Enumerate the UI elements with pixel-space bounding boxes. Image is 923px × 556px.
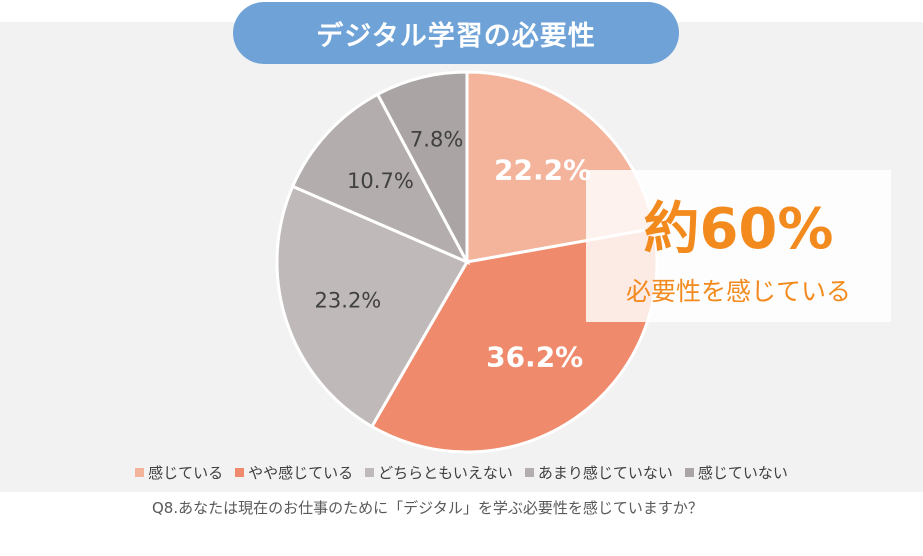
slice-label-3: 23.2%	[315, 288, 382, 312]
legend-item-4: あまり感じていない	[524, 462, 673, 483]
slice-label-2: 36.2%	[486, 340, 583, 373]
legend-swatch-1	[135, 468, 145, 477]
legend-swatch-3	[365, 468, 375, 477]
pie-slice-5	[375, 70, 469, 263]
legend-label-5: 感じていない	[697, 464, 788, 482]
slice-label-5: 7.8%	[410, 127, 463, 151]
legend-label-2: やや感じている	[248, 464, 354, 482]
slice-label-1: 22.2%	[494, 154, 591, 187]
legend-item-5: 感じていない	[684, 462, 788, 483]
legend-item-3: どちらともいえない	[365, 462, 513, 483]
callout-text: 必要性を感じている	[625, 277, 851, 306]
callout-percentage: 約60%	[643, 197, 834, 262]
legend-swatch-5	[684, 468, 694, 477]
survey-question: Q8.あなたは現在のお仕事のために「デジタル」を学ぶ必要性を感じていますか？	[152, 499, 703, 517]
legend-label-3: どちらともいえない	[378, 464, 513, 482]
legend-item-1: 感じている	[135, 462, 223, 483]
chart-title: デジタル学習の必要性	[233, 2, 679, 64]
legend-item-2: やや感じている	[235, 462, 353, 483]
legend-swatch-2	[235, 468, 245, 477]
callout-box: 約60% 必要性を感じている	[586, 170, 891, 322]
legend-label-1: 感じている	[148, 464, 224, 482]
slice-label-4: 10.7%	[347, 169, 414, 193]
pie-slice-4	[290, 92, 471, 266]
pie-slice-3	[275, 184, 470, 429]
legend-label-4: あまり感じていない	[537, 464, 673, 482]
chart-legend: 感じている やや感じている どちらともいえない あまり感じていない 感じていない	[0, 462, 923, 483]
legend-swatch-4	[524, 468, 534, 477]
